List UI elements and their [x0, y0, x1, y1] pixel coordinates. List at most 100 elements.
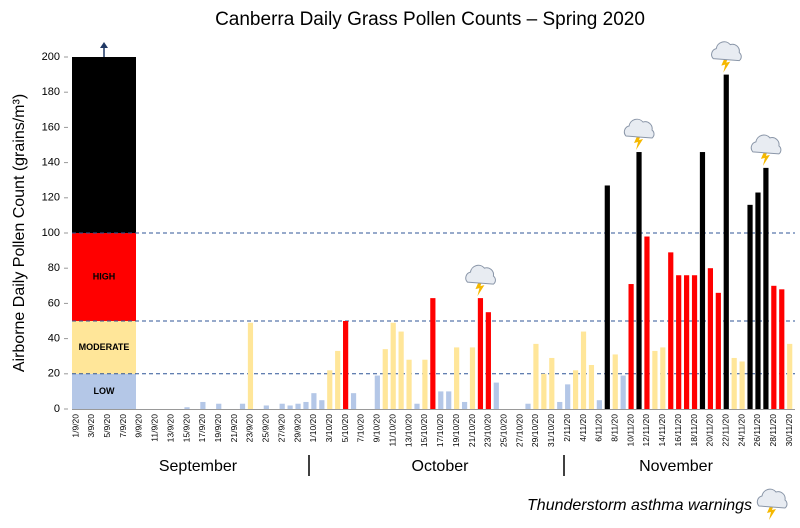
- x-tick-label: 3/9/20: [86, 414, 96, 438]
- bar: [549, 357, 555, 409]
- y-tick-label: 200: [42, 51, 60, 63]
- band-label: EXTREME: [82, 139, 126, 149]
- x-tick-label: 29/10/20: [530, 414, 540, 447]
- x-tick-label: 16/11/20: [673, 414, 683, 447]
- bar: [691, 275, 698, 409]
- bar: [327, 370, 333, 409]
- bar: [533, 343, 539, 409]
- bar: [763, 167, 769, 409]
- x-tick-label: 14/11/20: [657, 414, 667, 447]
- bar: [446, 391, 452, 409]
- month-label: September: [159, 458, 238, 475]
- x-tick-label: 11/10/20: [387, 414, 397, 447]
- x-tick-label: 22/11/20: [721, 414, 731, 447]
- month-label: November: [639, 458, 713, 475]
- bar: [469, 347, 476, 409]
- bar: [699, 152, 706, 410]
- x-tick-label: 9/10/20: [372, 414, 382, 443]
- bar: [390, 322, 396, 409]
- x-tick-label: 25/10/20: [498, 414, 508, 447]
- bar: [184, 407, 190, 409]
- bar: [660, 347, 666, 409]
- bar: [684, 275, 690, 409]
- bar: [525, 403, 531, 409]
- bar: [350, 393, 357, 409]
- storm-icon: [756, 488, 788, 520]
- x-tick-label: 5/9/20: [102, 414, 112, 438]
- y-tick-label: 80: [48, 262, 60, 274]
- storm-icon: [623, 118, 655, 151]
- storm-icon: [711, 41, 742, 73]
- y-tick-label: 0: [54, 403, 60, 415]
- bar: [414, 403, 420, 409]
- bar: [335, 350, 341, 409]
- x-tick-label: 20/11/20: [705, 414, 715, 447]
- bar: [668, 252, 674, 409]
- y-axis-label: Airborne Daily Pollen Count (grains/m³): [11, 94, 28, 372]
- band-arrow-head: [100, 42, 108, 48]
- x-tick-label: 7/10/20: [356, 414, 366, 443]
- bar: [382, 349, 388, 409]
- bar: [715, 292, 721, 409]
- cloud: [465, 264, 496, 285]
- bar: [596, 400, 602, 409]
- x-tick-label: 15/10/20: [419, 414, 429, 447]
- x-tick-label: 17/9/20: [197, 414, 207, 443]
- x-tick-label: 23/9/20: [245, 414, 255, 443]
- lightning: [475, 280, 485, 297]
- month-label: October: [412, 458, 470, 475]
- bar: [541, 373, 547, 409]
- bar: [295, 403, 301, 409]
- bar: [731, 357, 737, 409]
- y-tick-label: 60: [48, 297, 60, 309]
- bar: [493, 382, 499, 409]
- bar: [343, 321, 349, 409]
- bar: [572, 370, 579, 409]
- x-tick-label: 21/9/20: [229, 414, 239, 443]
- bar: [311, 393, 317, 409]
- bar: [279, 403, 285, 409]
- bar: [771, 285, 777, 409]
- bar: [319, 400, 325, 409]
- band: [72, 373, 136, 409]
- bar: [604, 185, 610, 409]
- x-tick-label: 28/11/20: [768, 414, 778, 447]
- bar: [406, 359, 412, 409]
- y-tick-label: 160: [42, 121, 60, 133]
- x-tick-label: 23/10/20: [483, 414, 493, 447]
- band-label: HIGH: [93, 271, 116, 281]
- x-tick-label: 19/9/20: [213, 414, 223, 443]
- bar: [652, 350, 658, 409]
- x-tick-label: 9/9/20: [134, 414, 144, 438]
- bar: [303, 401, 309, 409]
- bar: [485, 312, 491, 409]
- cloud: [623, 118, 655, 139]
- bar: [755, 192, 761, 409]
- y-tick-label: 120: [42, 192, 60, 204]
- bar: [588, 365, 595, 409]
- bar: [247, 322, 254, 409]
- bar: [200, 401, 206, 409]
- x-tick-label: 13/9/20: [165, 414, 175, 443]
- bar: [787, 343, 793, 409]
- x-tick-label: 7/9/20: [118, 414, 128, 438]
- y-tick-label: 20: [48, 368, 60, 380]
- x-tick-label: 27/9/20: [276, 414, 286, 443]
- bar: [454, 347, 460, 409]
- band-label: MODERATE: [79, 342, 130, 352]
- x-tick-label: 11/9/20: [150, 414, 160, 442]
- bar: [287, 405, 293, 409]
- chart-title: Canberra Daily Grass Pollen Counts – Spr…: [215, 9, 645, 30]
- band-label: LOW: [94, 386, 115, 396]
- bar: [636, 152, 642, 410]
- bar: [747, 204, 753, 409]
- y-tick-label: 140: [42, 157, 60, 169]
- band: [72, 233, 136, 321]
- storm-icon: [465, 264, 496, 297]
- y-tick-label: 180: [42, 86, 60, 98]
- band: [72, 57, 136, 233]
- lightning: [721, 56, 731, 73]
- x-tick-label: 12/11/20: [641, 414, 651, 447]
